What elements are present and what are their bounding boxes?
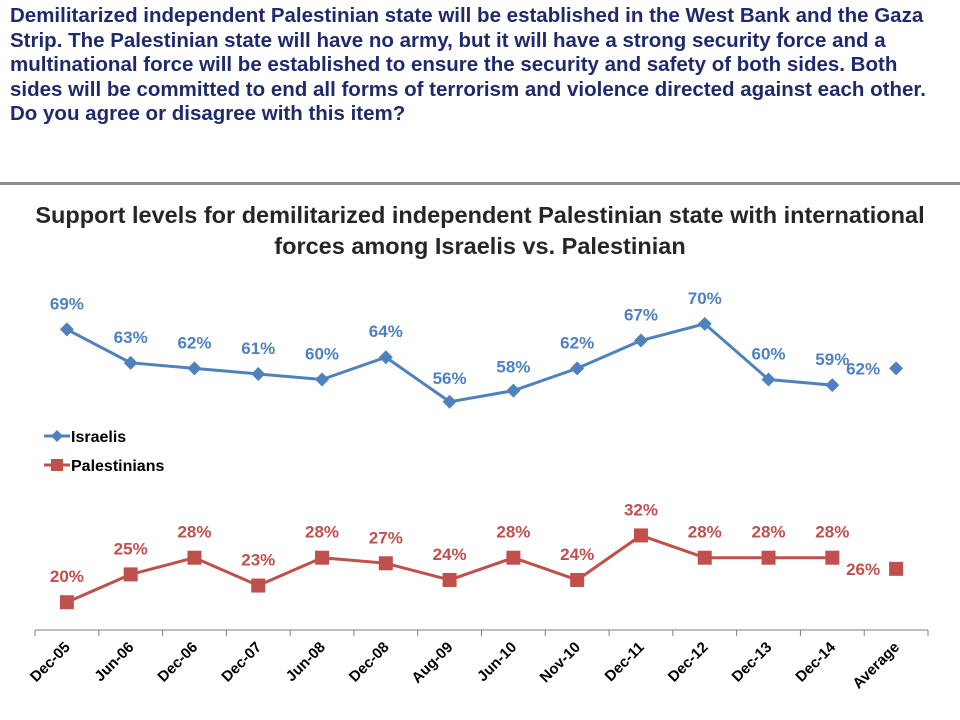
data-label-israelis-jun-08: 60%: [305, 345, 339, 364]
data-label-israelis-dec-08: 64%: [369, 322, 403, 341]
data-label-palestinians-dec-07: 23%: [241, 551, 275, 570]
x-tick-label-dec-07: Dec-07: [218, 639, 265, 686]
data-point-palestinians-dec-11: [633, 528, 648, 543]
data-label-israelis-dec-11: 67%: [624, 306, 658, 325]
data-label-palestinians-aug-09: 24%: [433, 545, 467, 564]
data-point-palestinians-aug-09: [442, 572, 457, 587]
x-tick-label-dec-08: Dec-08: [346, 639, 393, 686]
data-label-palestinians-dec-12: 28%: [688, 523, 722, 542]
x-axis: Dec-05 Jun-06 Dec-06 Dec-07 Jun-08 Dec-08 Aug-…: [27, 629, 929, 692]
data-label-palestinians-jun-10: 28%: [496, 523, 530, 542]
data-point-israelis-dec-13: [761, 372, 776, 387]
x-tick-label-dec-05: Dec-05: [27, 639, 74, 686]
x-tick-label-dec-12: Dec-12: [665, 639, 712, 686]
data-point-israelis-jun-06: [123, 355, 138, 370]
legend-item-israelis: Israelis: [44, 429, 126, 446]
data-point-palestinians-jun-08: [315, 550, 330, 565]
data-label-israelis-aug-09: 56%: [433, 369, 467, 388]
data-label-israelis-dec-12: 70%: [688, 289, 722, 308]
x-tick-label-average: Average: [849, 639, 902, 692]
data-label-palestinians-jun-06: 25%: [114, 539, 148, 558]
data-label-israelis-dec-13: 60%: [752, 345, 786, 364]
chart-title: Support levels for demilitarized indepen…: [35, 202, 925, 259]
data-point-palestinians-jun-10: [506, 550, 521, 565]
series-israelis: 69%63% 62% 61% 60%64%56%58%62%67%70%60% 59%6…: [50, 289, 904, 409]
data-point-palestinians-dec-08: [378, 556, 393, 571]
data-label-palestinians-nov-10: 24%: [560, 545, 594, 564]
data-label-israelis-nov-10: 62%: [560, 333, 594, 352]
data-label-israelis-dec-14: 59%: [815, 350, 849, 369]
x-tick-label-jun-10: Jun-10: [474, 639, 520, 685]
divider: [0, 182, 960, 185]
legend-marker-palestinians: [51, 459, 63, 471]
data-label-israelis-dec-07: 61%: [241, 339, 275, 358]
series-palestinians: 20% 25% 28% 23% 28% 27% 24% 28% 24% 32% 28% 28% 28% 2…: [50, 500, 904, 610]
data-label-israelis-average: 62%: [846, 359, 880, 378]
x-tick-label-nov-10: Nov-10: [537, 639, 584, 686]
data-label-palestinians-dec-11: 32%: [624, 500, 658, 519]
survey-question: Demilitarized independent Palestinian st…: [10, 4, 926, 125]
x-tick-label-aug-09: Aug-09: [408, 639, 456, 687]
data-label-israelis-jun-10: 58%: [496, 358, 530, 377]
data-label-palestinians-dec-06: 28%: [177, 523, 211, 542]
data-point-israelis-jun-10: [506, 383, 521, 398]
data-point-israelis-dec-11: [633, 333, 648, 348]
data-point-palestinians-nov-10: [570, 572, 585, 587]
legend-label-israelis: Israelis: [71, 429, 126, 446]
data-label-israelis-jun-06: 63%: [114, 328, 148, 347]
legend-item-palestinians: Palestinians: [44, 458, 164, 475]
data-point-israelis-aug-09: [442, 394, 457, 409]
x-tick-label-dec-13: Dec-13: [729, 639, 776, 686]
series-layer: 69%63% 62% 61% 60%64%56%58%62%67%70%60% 59%6…: [50, 289, 904, 610]
data-point-palestinians-dec-05: [59, 595, 74, 610]
data-label-palestinians-jun-08: 28%: [305, 523, 339, 542]
data-point-israelis-dec-07: [251, 366, 266, 381]
data-label-israelis-dec-05: 69%: [50, 294, 84, 313]
data-point-palestinians-dec-07: [251, 578, 266, 593]
data-point-israelis-nov-10: [570, 361, 585, 376]
x-tick-label-dec-06: Dec-06: [154, 639, 201, 686]
average-point-palestinians: [889, 561, 904, 576]
data-point-palestinians-dec-12: [697, 550, 712, 565]
data-label-palestinians-dec-08: 27%: [369, 528, 403, 547]
legend-label-palestinians: Palestinians: [71, 458, 164, 475]
data-point-palestinians-dec-13: [761, 550, 776, 565]
data-label-israelis-dec-06: 62%: [177, 333, 211, 352]
data-point-israelis-dec-14: [825, 378, 840, 393]
x-tick-label-jun-06: Jun-06: [91, 639, 137, 685]
data-point-israelis-dec-05: [59, 322, 74, 337]
data-label-palestinians-average: 26%: [846, 560, 880, 579]
data-point-palestinians-dec-14: [825, 550, 840, 565]
data-point-israelis-dec-08: [378, 350, 393, 365]
data-point-israelis-dec-06: [187, 361, 202, 376]
data-point-israelis-jun-08: [315, 372, 330, 387]
legend-marker-israelis: [51, 430, 63, 442]
x-tick-label-dec-11: Dec-11: [602, 639, 648, 685]
average-point-israelis: [889, 361, 904, 376]
data-label-palestinians-dec-05: 20%: [50, 567, 84, 586]
data-point-israelis-dec-12: [697, 316, 712, 331]
data-label-palestinians-dec-14: 28%: [815, 523, 849, 542]
data-point-palestinians-dec-06: [187, 550, 202, 565]
x-tick-label-dec-14: Dec-14: [792, 638, 839, 685]
x-tick-label-jun-08: Jun-08: [283, 639, 329, 685]
data-point-palestinians-jun-06: [123, 567, 138, 582]
data-label-palestinians-dec-13: 28%: [752, 523, 786, 542]
legend: Israelis Palestinians: [44, 429, 164, 475]
